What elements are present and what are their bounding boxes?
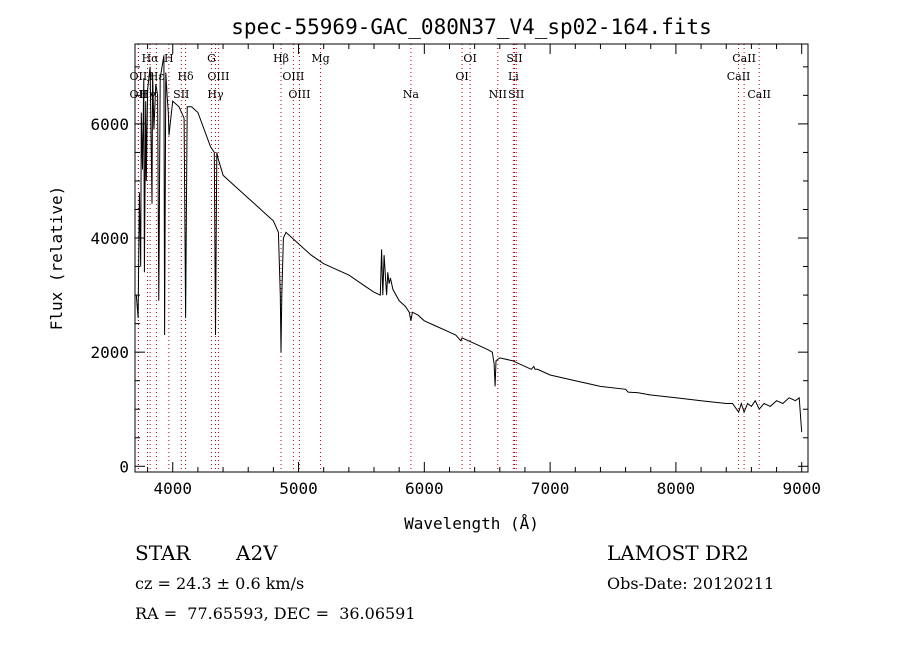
line-marker-label-12: OIII (282, 70, 304, 83)
redshift-text: cz = 24.3 ± 0.6 km/s (135, 574, 305, 593)
chart-title: spec-55969-GAC_080N37_V4_sp02-164.fits (231, 15, 711, 39)
survey-label: LAMOST DR2 (607, 541, 749, 565)
line-marker-label-2: G (207, 52, 216, 65)
spectrum-line-0 (135, 55, 803, 433)
line-marker-label-9: Hε (149, 70, 165, 83)
line-marker-label-13: OI (455, 70, 468, 83)
x-tick-label: 6000 (405, 479, 444, 498)
line-marker-label-0: Hα (142, 52, 160, 65)
line-marker-label-15: CaII (727, 70, 751, 83)
line-marker-label-23: SII (508, 88, 524, 101)
y-axis-label: Flux (relative) (47, 186, 66, 331)
line-marker-label-24: CaII (747, 88, 771, 101)
y-tick-label: 4000 (90, 229, 129, 248)
y-tick-label: 6000 (90, 115, 129, 134)
line-marker-label-16: OII (130, 88, 148, 101)
line-marker-label-19: Hγ (207, 88, 224, 101)
line-marker-label-18: SII (173, 88, 189, 101)
line-marker-label-7: CaII (732, 52, 756, 65)
y-tick-label: 0 (119, 457, 129, 476)
line-marker-label-8: OII (130, 70, 148, 83)
x-tick-label: 8000 (657, 479, 696, 498)
x-tick-label: 9000 (782, 479, 821, 498)
x-axis-label: Wavelength (Å) (404, 514, 539, 533)
x-tick-label: 4000 (153, 479, 192, 498)
line-marker-label-11: OIII (207, 70, 229, 83)
line-marker-label-1: H (164, 52, 174, 65)
coordinates-text: RA = 77.65593, DEC = 36.06591 (135, 604, 416, 623)
line-marker-label-10: Hδ (177, 70, 194, 83)
y-tick-label: 2000 (90, 343, 129, 362)
line-marker-label-3: Hβ (273, 52, 289, 65)
line-marker-label-4: Mg (311, 52, 329, 65)
subclass-label: A2V (236, 541, 278, 565)
obs-date-text: Obs-Date: 20120211 (607, 574, 775, 593)
plot-frame (134, 43, 809, 473)
x-tick-label: 5000 (279, 479, 318, 498)
line-marker-label-20: OIII (288, 88, 310, 101)
x-tick-label: 7000 (531, 479, 570, 498)
line-marker-label-14: Li (508, 70, 519, 83)
line-marker-label-22: NII (489, 88, 507, 101)
class-label: STAR (135, 541, 191, 565)
line-marker-label-5: OI (463, 52, 476, 65)
line-marker-label-21: Na (403, 88, 420, 101)
line-marker-label-6: SII (506, 52, 522, 65)
